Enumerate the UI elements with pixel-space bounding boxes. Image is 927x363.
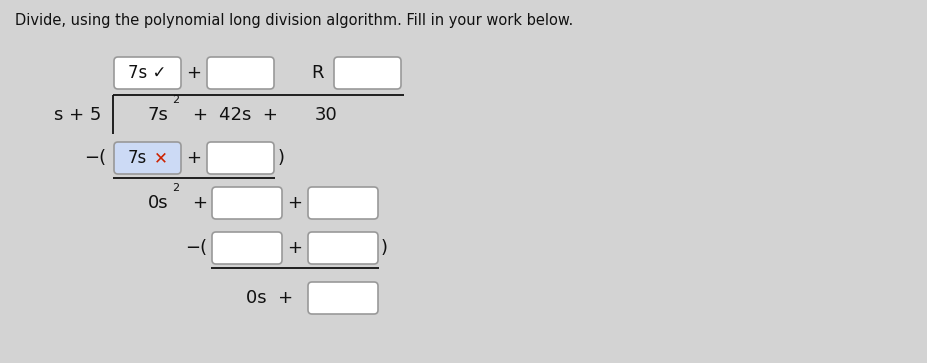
- Text: 0s  +: 0s +: [247, 289, 293, 307]
- Text: 0s: 0s: [147, 194, 168, 212]
- Text: R: R: [311, 64, 324, 82]
- FancyBboxPatch shape: [211, 232, 282, 264]
- FancyBboxPatch shape: [207, 142, 273, 174]
- FancyBboxPatch shape: [308, 282, 377, 314]
- Text: 7s: 7s: [147, 106, 169, 124]
- FancyBboxPatch shape: [207, 57, 273, 89]
- Text: 2: 2: [171, 95, 179, 105]
- Text: ): ): [277, 149, 285, 167]
- Text: +: +: [186, 149, 201, 167]
- Text: −(: −(: [83, 149, 106, 167]
- Text: +: +: [287, 194, 302, 212]
- Text: s + 5: s + 5: [55, 106, 102, 124]
- Text: −(: −(: [184, 239, 207, 257]
- FancyBboxPatch shape: [211, 187, 282, 219]
- Text: 7s ✓: 7s ✓: [128, 64, 167, 82]
- Text: 30: 30: [314, 106, 337, 124]
- Text: Divide, using the polynomial long division algorithm. Fill in your work below.: Divide, using the polynomial long divisi…: [15, 13, 573, 28]
- FancyBboxPatch shape: [334, 57, 400, 89]
- Text: +: +: [186, 64, 201, 82]
- FancyBboxPatch shape: [308, 187, 377, 219]
- Text: ✕: ✕: [154, 149, 168, 167]
- Text: +: +: [287, 239, 302, 257]
- Text: +: +: [192, 194, 208, 212]
- Text: +: +: [192, 106, 208, 124]
- FancyBboxPatch shape: [114, 57, 181, 89]
- Text: 7s: 7s: [127, 149, 146, 167]
- Text: 2: 2: [171, 183, 179, 193]
- Text: ): ): [380, 239, 387, 257]
- Text: 42s  +: 42s +: [219, 106, 277, 124]
- FancyBboxPatch shape: [308, 232, 377, 264]
- FancyBboxPatch shape: [114, 142, 181, 174]
